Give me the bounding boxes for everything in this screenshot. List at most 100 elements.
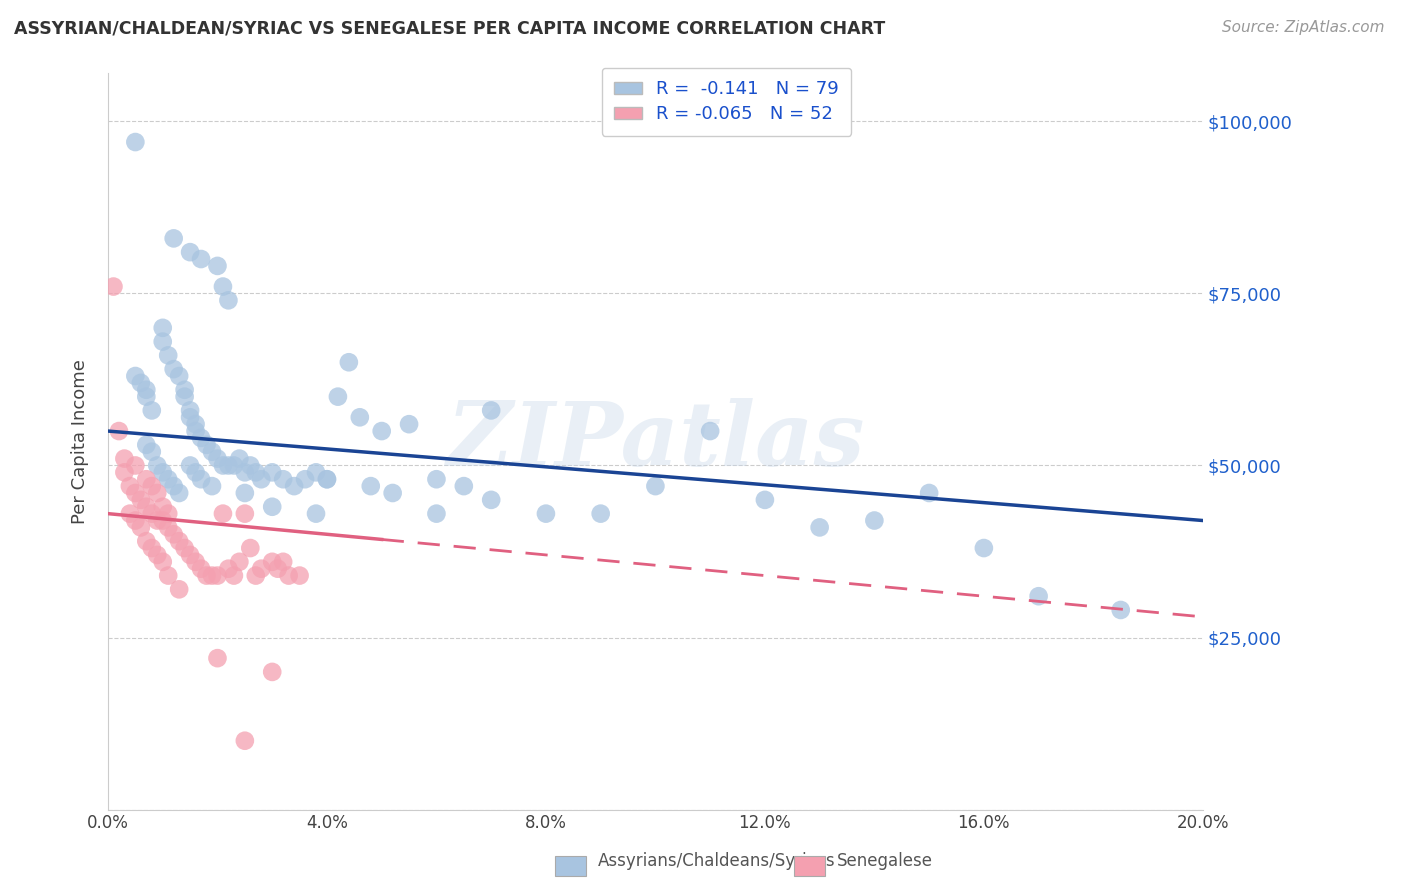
Point xyxy=(222,568,245,582)
Point xyxy=(207,651,229,665)
Point xyxy=(808,520,831,534)
Point xyxy=(207,451,229,466)
Point xyxy=(283,479,305,493)
Point xyxy=(173,390,195,404)
Point xyxy=(157,507,180,521)
Point xyxy=(918,486,941,500)
Point xyxy=(217,458,239,473)
Point xyxy=(863,514,886,528)
Point xyxy=(201,479,224,493)
Point xyxy=(190,472,212,486)
Point xyxy=(141,507,163,521)
Point xyxy=(233,507,256,521)
Point xyxy=(157,568,180,582)
Point xyxy=(167,369,190,384)
Point xyxy=(201,444,224,458)
Point xyxy=(146,486,169,500)
Text: Senegalese: Senegalese xyxy=(837,852,932,870)
Point xyxy=(973,541,995,555)
Point xyxy=(135,390,157,404)
Point xyxy=(453,479,475,493)
Point xyxy=(135,438,157,452)
Point xyxy=(129,376,152,390)
Point xyxy=(112,466,135,480)
Point xyxy=(152,514,174,528)
Point xyxy=(124,135,146,149)
Point xyxy=(167,582,190,597)
Point xyxy=(212,279,235,293)
Point xyxy=(173,541,195,555)
Point xyxy=(163,231,186,245)
Point xyxy=(277,568,299,582)
Point xyxy=(141,541,163,555)
Point xyxy=(207,568,229,582)
Point xyxy=(239,541,262,555)
Point xyxy=(179,245,201,260)
Point xyxy=(135,534,157,549)
Point xyxy=(108,424,131,438)
Point xyxy=(217,562,239,576)
Point xyxy=(190,431,212,445)
Point xyxy=(201,568,224,582)
Point xyxy=(195,568,218,582)
Point xyxy=(233,466,256,480)
Legend: R =  -0.141   N = 79, R = -0.065   N = 52: R = -0.141 N = 79, R = -0.065 N = 52 xyxy=(602,68,852,136)
Point xyxy=(534,507,557,521)
Point xyxy=(163,527,186,541)
Point xyxy=(398,417,420,432)
Point xyxy=(262,665,284,679)
Point xyxy=(103,279,125,293)
Point xyxy=(129,492,152,507)
Point xyxy=(112,451,135,466)
Point xyxy=(360,479,382,493)
Point xyxy=(167,534,190,549)
Point xyxy=(179,410,201,425)
Point xyxy=(146,458,169,473)
Point xyxy=(163,362,186,376)
Point xyxy=(124,514,146,528)
Point xyxy=(152,500,174,514)
Point xyxy=(239,458,262,473)
Text: Assyrians/Chaldeans/Syriacs: Assyrians/Chaldeans/Syriacs xyxy=(598,852,835,870)
Point xyxy=(349,410,371,425)
Point xyxy=(141,403,163,417)
Point xyxy=(228,555,250,569)
Point xyxy=(262,555,284,569)
Point xyxy=(271,472,294,486)
Point xyxy=(294,472,316,486)
Point xyxy=(262,500,284,514)
Point xyxy=(479,492,502,507)
Point xyxy=(381,486,404,500)
Point xyxy=(135,472,157,486)
Point xyxy=(250,562,273,576)
Point xyxy=(141,444,163,458)
Point xyxy=(288,568,311,582)
Point xyxy=(118,507,141,521)
Point xyxy=(1109,603,1132,617)
Text: Source: ZipAtlas.com: Source: ZipAtlas.com xyxy=(1222,20,1385,35)
Point xyxy=(589,507,612,521)
Point xyxy=(425,507,447,521)
Point xyxy=(135,500,157,514)
Point xyxy=(245,568,267,582)
Point xyxy=(167,486,190,500)
Point xyxy=(228,451,250,466)
Point xyxy=(146,514,169,528)
Point xyxy=(212,458,235,473)
Point xyxy=(222,458,245,473)
Point xyxy=(152,321,174,335)
Point xyxy=(157,472,180,486)
Point xyxy=(305,466,328,480)
Point xyxy=(207,259,229,273)
Point xyxy=(233,733,256,747)
Text: ZIPatlas: ZIPatlas xyxy=(447,398,865,484)
Point xyxy=(233,486,256,500)
Point xyxy=(124,369,146,384)
Point xyxy=(129,520,152,534)
Point xyxy=(1028,589,1050,603)
Point xyxy=(644,479,666,493)
Point xyxy=(118,479,141,493)
Point xyxy=(699,424,721,438)
Point xyxy=(152,466,174,480)
Point xyxy=(179,548,201,562)
